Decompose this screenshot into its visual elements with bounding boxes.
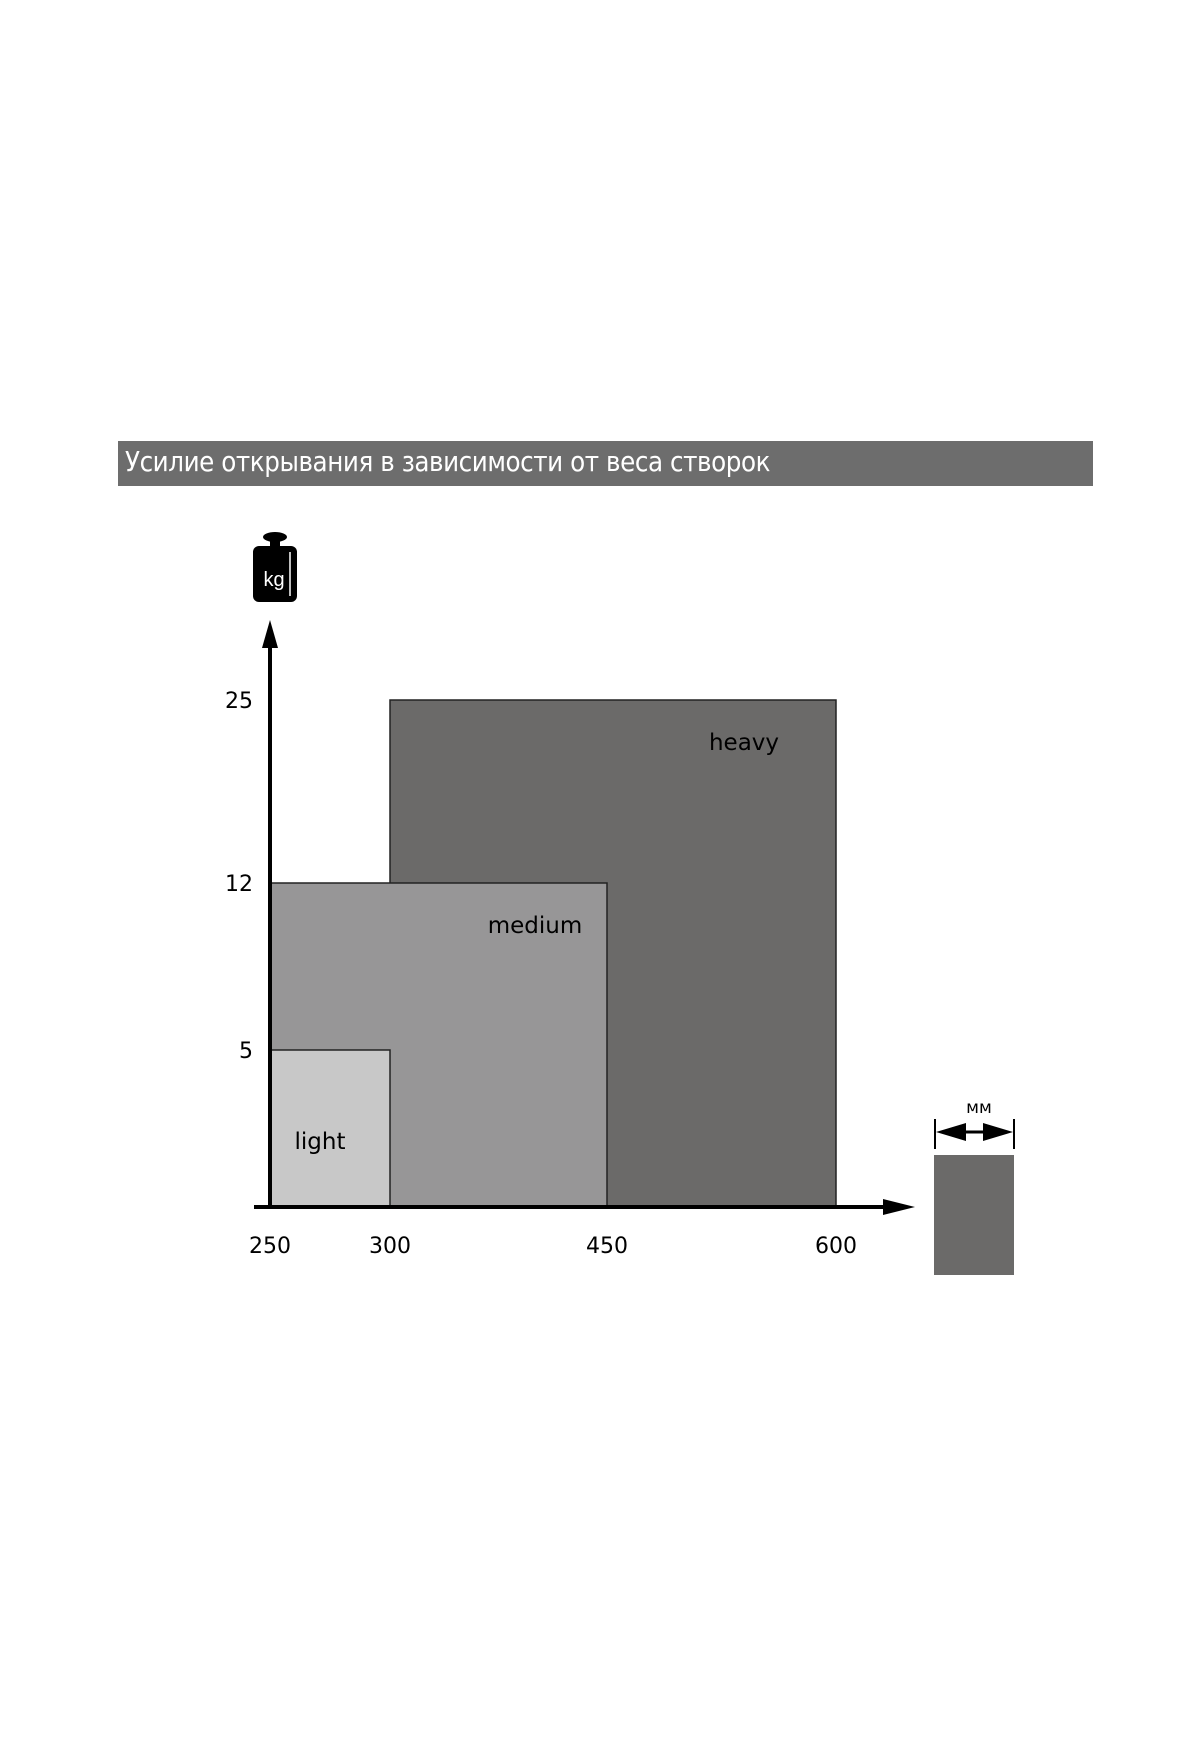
x-tick-label: 450 [586,1234,628,1259]
y-axis-arrow-icon [262,620,278,648]
x-axis-arrow-icon [883,1199,915,1215]
x-axis [254,1199,915,1215]
panel-swatch [934,1155,1014,1275]
y-tick-label: 5 [239,1039,253,1064]
title-bar: Усилие открывания в зависимости от веса … [118,441,1093,486]
mm-label: мм [966,1098,992,1118]
series-label-heavy: heavy [709,730,779,756]
bar-light [269,1049,391,1208]
x-tick-label: 300 [369,1234,411,1259]
series-label-medium: medium [488,913,583,939]
x-tick-label: 250 [249,1234,291,1259]
y-tick-label: 12 [225,872,253,897]
x-tick-label: 600 [815,1234,857,1259]
y-axis [262,620,278,1207]
kg-weight-icon: kg [253,532,297,602]
chart-title: Усилие открывания в зависимости от веса … [125,445,771,478]
y-tick-label: 25 [225,689,253,714]
width-arrows-icon: мм [934,1098,1015,1275]
kg-label: kg [263,569,284,591]
series-label-light: light [295,1129,346,1155]
